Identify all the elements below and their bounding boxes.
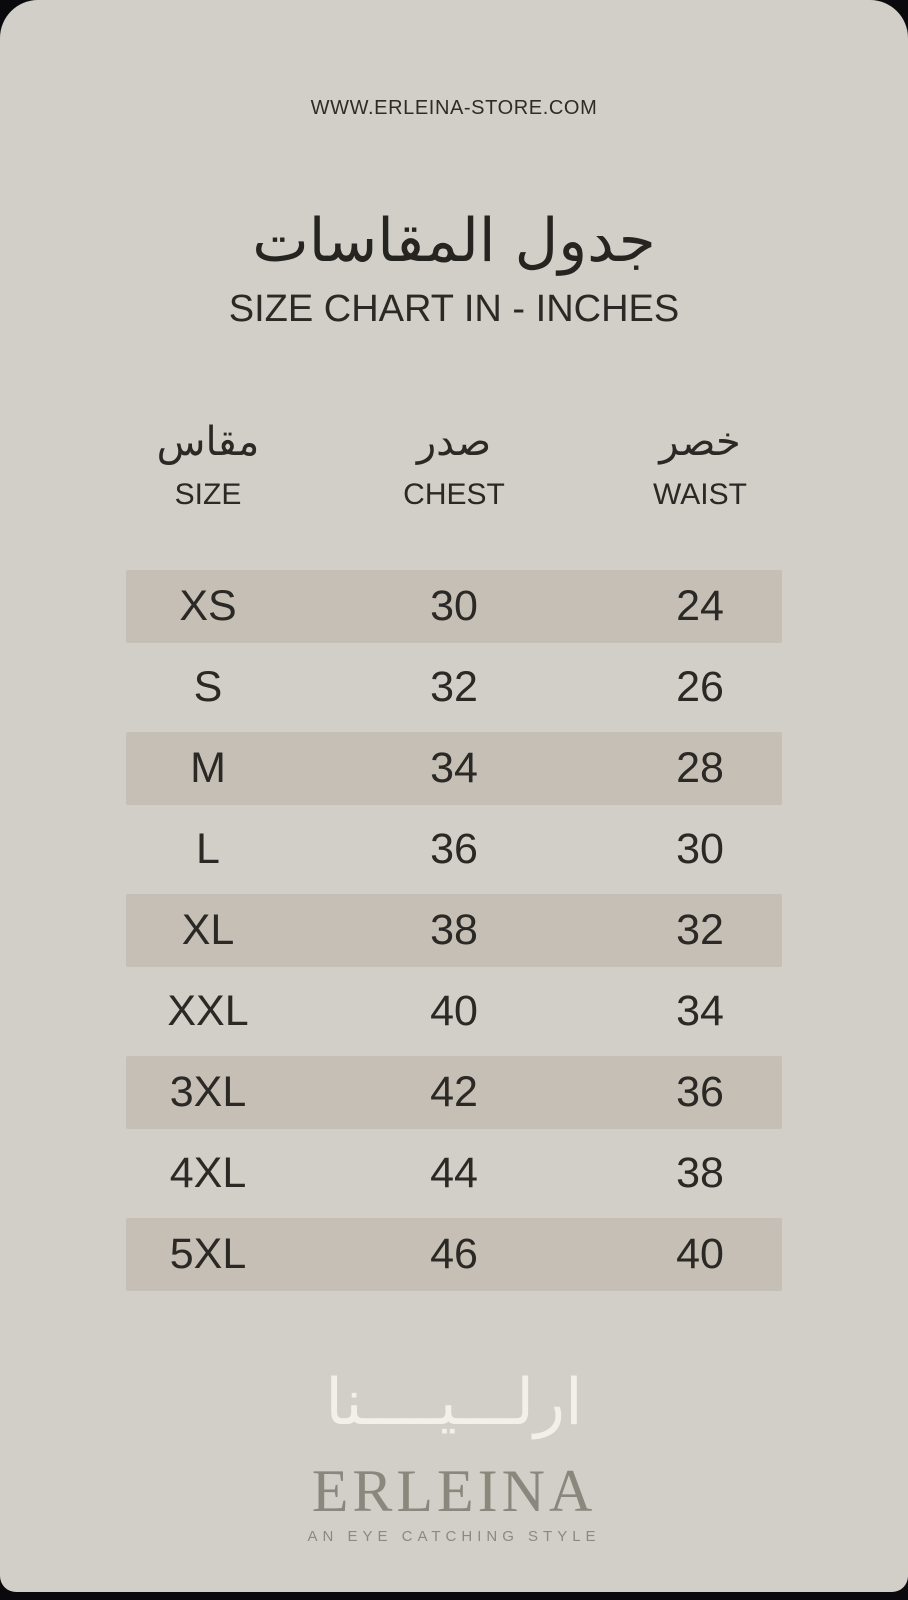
chest-value: 34 (430, 744, 478, 792)
size-value: M (190, 744, 226, 792)
table-row-xxl: XXL 40 34 (126, 975, 782, 1048)
column-header-waist-arabic: خصر (659, 419, 741, 465)
column-header-chest-arabic: صدر (416, 419, 492, 465)
waist-value: 24 (676, 582, 724, 630)
column-header-size-arabic: مقاس (156, 419, 260, 465)
waist-value: 28 (676, 744, 724, 792)
chest-value: 40 (430, 987, 478, 1035)
waist-value: 26 (676, 663, 724, 711)
chest-value: 32 (430, 663, 478, 711)
chest-value: 46 (430, 1230, 478, 1278)
chest-value: 36 (430, 825, 478, 873)
chest-value: 30 (430, 582, 478, 630)
waist-value: 36 (676, 1068, 724, 1116)
column-header-waist-english: WAIST (653, 478, 747, 511)
chest-value: 38 (430, 906, 478, 954)
brand-logo-arabic: ارلـــيــــنا (325, 1366, 583, 1440)
table-header-row: مقاس SIZE صدر CHEST خصر WAIST (126, 412, 782, 518)
waist-value: 32 (676, 906, 724, 954)
size-value: XS (179, 582, 237, 630)
size-value: 5XL (169, 1230, 247, 1278)
chest-value: 44 (430, 1149, 478, 1197)
brand-logo-english: ERLEINA (311, 1458, 597, 1524)
size-value: 3XL (169, 1068, 247, 1116)
column-header-size-english: SIZE (174, 478, 242, 511)
waist-value: 34 (676, 987, 724, 1035)
store-url: WWW.ERLEINA-STORE.COM (310, 97, 598, 119)
table-row-l: L 36 30 (126, 813, 782, 886)
table-row-4xl: 4XL 44 38 (126, 1137, 782, 1210)
column-header-chest-english: CHEST (403, 478, 505, 511)
table-row-s: S 32 26 (126, 651, 782, 724)
table-row-xs: XS 30 24 (126, 570, 782, 643)
table-row-m: M 34 28 (126, 732, 782, 805)
waist-value: 40 (676, 1230, 724, 1278)
size-value: L (196, 825, 220, 873)
waist-value: 38 (676, 1149, 724, 1197)
column-header-waist: خصر WAIST (618, 412, 782, 518)
size-value: 4XL (169, 1149, 247, 1197)
size-value: XXL (167, 987, 249, 1035)
size-table: XS 30 24 S 32 26 M 34 28 L 36 30 XL 38 (126, 570, 782, 1299)
table-row-xl: XL 38 32 (126, 894, 782, 967)
chest-value: 42 (430, 1068, 478, 1116)
page-title-arabic: جدول المقاسات (252, 206, 656, 276)
size-value: S (193, 663, 223, 711)
size-value: XL (181, 906, 235, 954)
table-row-3xl: 3XL 42 36 (126, 1056, 782, 1129)
column-header-chest: صدر CHEST (290, 412, 618, 518)
table-row-5xl: 5XL 46 40 (126, 1218, 782, 1291)
waist-value: 30 (676, 825, 724, 873)
page-title-english: SIZE CHART IN - INCHES (228, 288, 680, 330)
column-header-size: مقاس SIZE (126, 412, 290, 518)
brand-tagline: AN EYE CATCHING STYLE (307, 1528, 601, 1545)
